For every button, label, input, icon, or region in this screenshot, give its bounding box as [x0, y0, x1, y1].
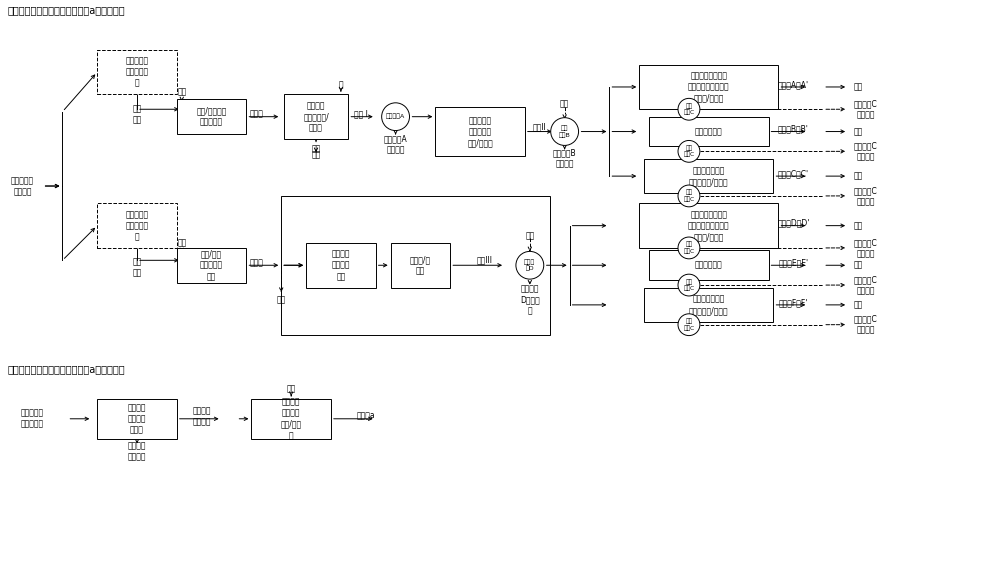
Text: 醋酸: 醋酸: [287, 384, 296, 394]
Circle shape: [551, 118, 579, 146]
Circle shape: [678, 237, 700, 259]
Text: 草酸或草
酸盐分离
钴锰法: 草酸或草 酸盐分离 钴锰法: [128, 403, 146, 435]
FancyBboxPatch shape: [251, 399, 331, 439]
FancyBboxPatch shape: [644, 288, 773, 322]
Circle shape: [516, 252, 544, 279]
FancyBboxPatch shape: [177, 99, 246, 134]
Text: 纳滤单元C
淡水焚烧: 纳滤单元C 淡水焚烧: [854, 186, 877, 206]
Text: 氧化工序母液抽出液得到水溶液a的路线图：: 氧化工序母液抽出液得到水溶液a的路线图：: [8, 5, 125, 15]
Text: 添加碱性物质将钴
锰形成固形化合物，
沉淀和/或过滤: 添加碱性物质将钴 锰形成固形化合物， 沉淀和/或过滤: [688, 71, 730, 102]
Text: 纳滤单元C
淡水焚烧: 纳滤单元C 淡水焚烧: [854, 142, 877, 161]
Text: 纳滤单元B
淡水焚烧: 纳滤单元B 淡水焚烧: [553, 149, 576, 169]
Text: 焚烧: 焚烧: [853, 221, 863, 230]
Text: 钴锰的草
酸盐固体: 钴锰的草 酸盐固体: [128, 441, 146, 461]
FancyBboxPatch shape: [644, 159, 773, 194]
Text: 水: 水: [339, 80, 343, 89]
Text: 滤液 I: 滤液 I: [354, 110, 368, 119]
Text: 水溶液F或F': 水溶液F或F': [779, 298, 808, 307]
Text: 纳滤
单元C: 纳滤 单元C: [683, 145, 695, 157]
FancyBboxPatch shape: [435, 107, 525, 156]
Text: 草酸或草酸
盐分离钴锰
法: 草酸或草酸 盐分离钴锰 法: [125, 57, 149, 88]
Text: 纳滤单元A
淡水焚烧: 纳滤单元A 淡水焚烧: [384, 134, 407, 154]
Text: 水溶液B或B': 水溶液B或B': [778, 125, 809, 133]
Circle shape: [678, 185, 700, 207]
Text: 焚烧: 焚烧: [311, 150, 321, 159]
Text: 纳滤单元C
淡水焚烧: 纳滤单元C 淡水焚烧: [854, 315, 877, 335]
Text: 固体: 固体: [311, 144, 321, 153]
Text: 焚烧: 焚烧: [853, 82, 863, 91]
Text: 水溶液E或E': 水溶液E或E': [778, 259, 808, 267]
FancyBboxPatch shape: [284, 94, 348, 139]
FancyBboxPatch shape: [97, 399, 177, 439]
Text: 焚烧: 焚烧: [853, 127, 863, 136]
FancyBboxPatch shape: [177, 248, 246, 283]
Text: 纳滤单元C
淡水焚烧: 纳滤单元C 淡水焚烧: [854, 275, 877, 295]
Text: 氧化工序母液抽出液得到混合物a的路线图：: 氧化工序母液抽出液得到混合物a的路线图：: [8, 364, 125, 374]
Text: 混合物a: 混合物a: [356, 412, 375, 421]
Text: 膜法/蒸发法的
除醋酸单元: 膜法/蒸发法的 除醋酸单元: [196, 106, 227, 127]
Text: 醋酸
溶液: 醋酸 溶液: [132, 257, 142, 278]
FancyBboxPatch shape: [649, 250, 769, 280]
Text: 焚烧: 焚烧: [277, 295, 286, 304]
Text: 纳滤单元C
淡水焚烧: 纳滤单元C 淡水焚烧: [854, 238, 877, 258]
FancyBboxPatch shape: [281, 196, 550, 335]
Circle shape: [678, 274, 700, 296]
Text: 水溶液A或A': 水溶液A或A': [778, 80, 809, 89]
Text: 焚烧: 焚烧: [853, 261, 863, 270]
Text: 氧化工序母
液抽出液: 氧化工序母 液抽出液: [11, 176, 34, 196]
Text: 纳滤
单元C: 纳滤 单元C: [683, 279, 695, 291]
Text: 钴锰吸附树脂: 钴锰吸附树脂: [695, 127, 723, 136]
Text: 钴锰吸附树脂: 钴锰吸附树脂: [695, 261, 723, 270]
FancyBboxPatch shape: [97, 204, 177, 248]
Text: 除醋酸单
元，蒸发
法和/或膜
法: 除醋酸单 元，蒸发 法和/或膜 法: [281, 398, 302, 440]
Text: 纳滤
单元C: 纳滤 单元C: [683, 190, 695, 202]
Text: 混合物: 混合物: [249, 259, 263, 267]
Circle shape: [678, 314, 700, 336]
FancyBboxPatch shape: [391, 243, 450, 288]
FancyBboxPatch shape: [649, 116, 769, 146]
FancyBboxPatch shape: [306, 243, 376, 288]
Text: 添加碱性物质将钴
锰形成固形化合物，
沉淀和/或过滤: 添加碱性物质将钴 锰形成固形化合物， 沉淀和/或过滤: [688, 210, 730, 241]
Text: 草酸或草酸
盐分离钴锰
法: 草酸或草酸 盐分离钴锰 法: [125, 210, 149, 241]
Text: 醋酸
溶液: 醋酸 溶液: [132, 104, 142, 124]
Text: 纳滤
单元C: 纳滤 单元C: [683, 319, 695, 331]
Text: 纳滤单
元D: 纳滤单 元D: [524, 259, 535, 271]
FancyBboxPatch shape: [639, 65, 778, 109]
Text: 膜法/蒸发
法的除醋酸
单元: 膜法/蒸发 法的除醋酸 单元: [200, 250, 223, 281]
Text: 水打浆降
温，沉淀和/
或过滤: 水打浆降 温，沉淀和/ 或过滤: [303, 101, 329, 132]
Text: 纳滤
单元B: 纳滤 单元B: [559, 126, 571, 137]
FancyBboxPatch shape: [639, 204, 778, 248]
Text: 焚烧: 焚烧: [560, 100, 569, 109]
Text: 醋酸为溶
剂的溶液: 醋酸为溶 剂的溶液: [192, 406, 211, 426]
Text: 纳滤单元A: 纳滤单元A: [386, 114, 405, 119]
Text: 纳滤
单元C: 纳滤 单元C: [683, 103, 695, 115]
Text: 焚烧: 焚烧: [853, 300, 863, 309]
Text: 水溶液C或C': 水溶液C或C': [778, 169, 809, 178]
FancyBboxPatch shape: [97, 50, 177, 94]
Text: 添加碱性
物质溶液
除铁: 添加碱性 物质溶液 除铁: [332, 250, 350, 281]
Text: 纳滤单元C
淡水焚烧: 纳滤单元C 淡水焚烧: [854, 99, 877, 119]
Text: 添加草酸或草酸
盐，沉淀和/或过滤: 添加草酸或草酸 盐，沉淀和/或过滤: [689, 295, 729, 315]
Text: 焚烧: 焚烧: [853, 171, 863, 181]
Text: 混合物: 混合物: [249, 110, 263, 119]
Text: 添加碱性物
质除铁，沉
淀和/或过滤: 添加碱性物 质除铁，沉 淀和/或过滤: [467, 116, 493, 147]
Text: 沉淀和/或
过滤: 沉淀和/或 过滤: [410, 255, 431, 276]
Text: 水溶液D或D': 水溶液D或D': [777, 219, 810, 228]
Text: 滤液III: 滤液III: [477, 256, 493, 265]
Text: 滤液II: 滤液II: [533, 122, 547, 131]
Circle shape: [382, 103, 410, 130]
Text: 氧化工序的
母液抽出液: 氧化工序的 母液抽出液: [21, 409, 44, 429]
Circle shape: [678, 140, 700, 162]
Circle shape: [678, 98, 700, 120]
Text: 纳滤
单元C: 纳滤 单元C: [683, 242, 695, 254]
Text: 醋酸: 醋酸: [177, 239, 186, 247]
Text: 添加草酸或草酸
盐，沉淀和/或过滤: 添加草酸或草酸 盐，沉淀和/或过滤: [689, 166, 729, 186]
Text: 醋酸: 醋酸: [177, 87, 186, 97]
Text: 纳滤单元
D淡水焚
烧: 纳滤单元 D淡水焚 烧: [520, 284, 540, 315]
Text: 焚烧: 焚烧: [525, 231, 534, 240]
